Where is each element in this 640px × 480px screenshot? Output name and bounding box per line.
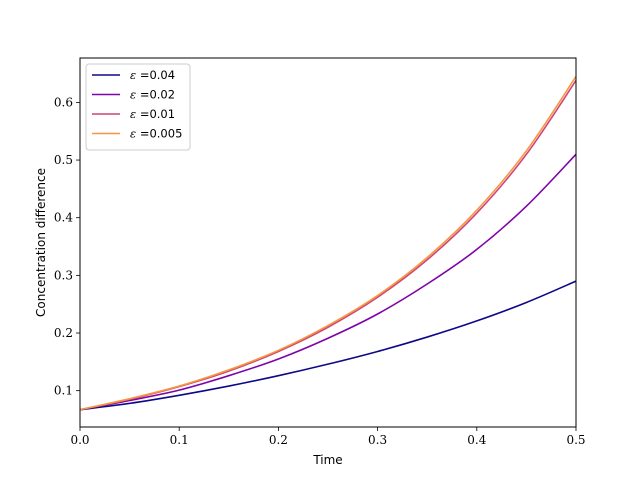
- y-tick-label: 0.4: [54, 211, 73, 225]
- legend-box: [85, 63, 191, 151]
- legend-entry-label: ε =0.04: [130, 68, 175, 82]
- legend: ε =0.04 ε =0.02 ε =0.01 ε =0.005: [85, 63, 191, 151]
- legend-entry-label: ε =0.01: [130, 107, 175, 121]
- x-tick-label: 0.1: [170, 433, 189, 447]
- plot-frame: [79, 57, 577, 428]
- x-tick-label: 0.0: [70, 433, 89, 447]
- series-line-2: [79, 153, 577, 411]
- series-line-4: [79, 76, 577, 411]
- y-tick-label: 0.3: [54, 268, 73, 282]
- axes: [79, 57, 577, 428]
- y-tick-label: 0.2: [54, 326, 73, 340]
- y-tick-label: 0.5: [54, 153, 73, 167]
- x-axis-label: Time: [312, 453, 342, 467]
- y-axis-label: Concentration difference: [34, 168, 48, 317]
- series-layer: [79, 76, 577, 411]
- legend-entry-label: ε =0.02: [130, 88, 175, 102]
- x-tick-label: 0.4: [467, 433, 486, 447]
- x-tick-label: 0.5: [566, 433, 585, 447]
- x-tick-label: 0.2: [269, 433, 288, 447]
- legend-entry-label: ε =0.005: [130, 127, 182, 141]
- x-tick-label: 0.3: [368, 433, 387, 447]
- series-line-1: [79, 280, 577, 411]
- y-tick-label: 0.6: [54, 95, 73, 109]
- ticks: 0.0 0.1 0.2 0.3 0.4 0.5 0.1 0.2 0.3 0.4 0.5 0.6: [54, 95, 586, 447]
- y-tick-label: 0.1: [54, 384, 73, 398]
